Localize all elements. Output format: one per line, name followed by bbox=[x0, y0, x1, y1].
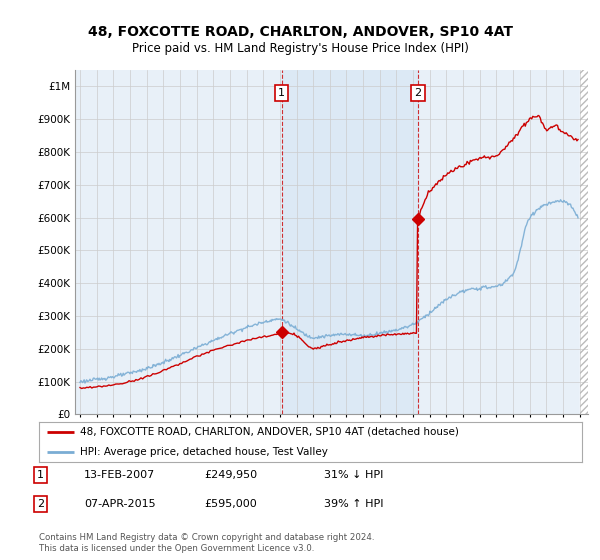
Bar bbox=[580, 70, 588, 414]
Text: 07-APR-2015: 07-APR-2015 bbox=[84, 499, 155, 509]
Text: Price paid vs. HM Land Registry's House Price Index (HPI): Price paid vs. HM Land Registry's House … bbox=[131, 42, 469, 55]
Text: 48, FOXCOTTE ROAD, CHARLTON, ANDOVER, SP10 4AT (detached house): 48, FOXCOTTE ROAD, CHARLTON, ANDOVER, SP… bbox=[80, 427, 458, 437]
Text: 1: 1 bbox=[278, 88, 285, 98]
Text: 48, FOXCOTTE ROAD, CHARLTON, ANDOVER, SP10 4AT: 48, FOXCOTTE ROAD, CHARLTON, ANDOVER, SP… bbox=[88, 25, 512, 39]
Text: 39% ↑ HPI: 39% ↑ HPI bbox=[324, 499, 383, 509]
Text: 2: 2 bbox=[37, 499, 44, 509]
Text: 1: 1 bbox=[37, 470, 44, 480]
Text: 31% ↓ HPI: 31% ↓ HPI bbox=[324, 470, 383, 480]
Text: 2: 2 bbox=[414, 88, 421, 98]
Text: £249,950: £249,950 bbox=[204, 470, 257, 480]
Text: HPI: Average price, detached house, Test Valley: HPI: Average price, detached house, Test… bbox=[80, 447, 328, 457]
Bar bbox=[281, 70, 418, 414]
Bar bbox=[580, 70, 588, 414]
Text: 13-FEB-2007: 13-FEB-2007 bbox=[84, 470, 155, 480]
Text: Contains HM Land Registry data © Crown copyright and database right 2024.
This d: Contains HM Land Registry data © Crown c… bbox=[39, 533, 374, 553]
Text: £595,000: £595,000 bbox=[204, 499, 257, 509]
